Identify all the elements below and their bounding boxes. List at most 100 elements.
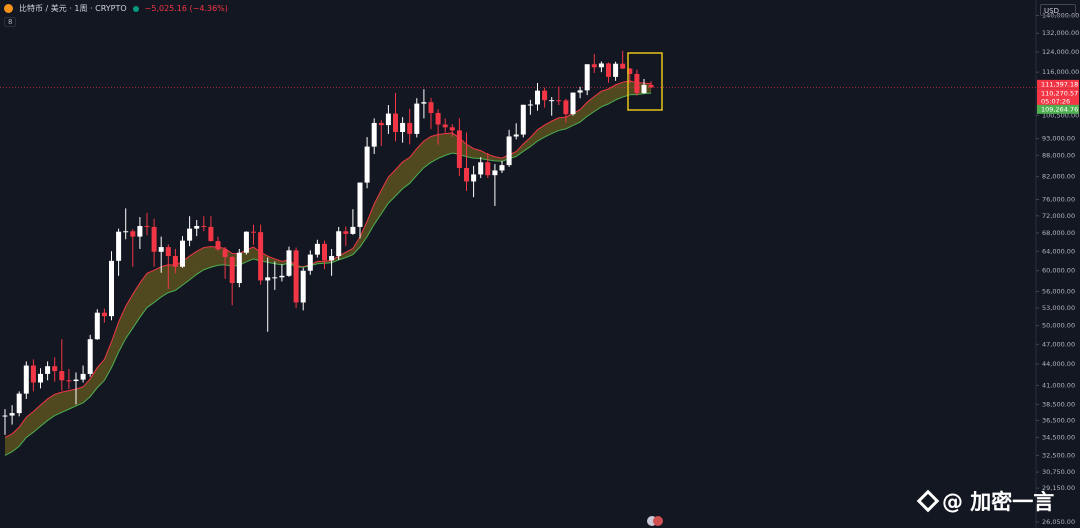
candle-body — [144, 226, 150, 228]
candle-body — [229, 256, 235, 284]
candle-body — [101, 312, 107, 317]
candle-body — [130, 231, 136, 237]
candle-body — [87, 339, 93, 374]
candle-body — [456, 130, 462, 168]
y-tick-label: 34,500.00 — [1042, 433, 1075, 441]
candle-body — [272, 277, 278, 279]
candle-body — [251, 231, 256, 233]
y-tick-label: 76,000.00 — [1042, 196, 1075, 204]
candle-body — [73, 379, 79, 382]
candle-body — [307, 254, 313, 271]
candle-body — [9, 413, 15, 416]
candle-body — [165, 247, 171, 257]
candle-body — [187, 228, 193, 241]
candle-body — [393, 113, 398, 132]
candle-body — [201, 226, 207, 228]
candle-body — [485, 162, 491, 176]
candle-body — [16, 393, 22, 414]
y-tick-label: 50,000.00 — [1042, 322, 1075, 330]
price-label-text: 109,264.76 — [1041, 105, 1078, 113]
candle-body — [265, 277, 271, 281]
y-tick-label: 132,000.00 — [1042, 29, 1079, 37]
candle-body — [641, 84, 647, 94]
candle-body — [542, 90, 548, 101]
candle-body — [584, 64, 590, 91]
y-tick-label: 72,000.00 — [1042, 212, 1075, 220]
candle-body — [236, 252, 242, 284]
candle-body — [158, 247, 164, 252]
price-label-bg — [1037, 88, 1079, 106]
candle-body — [449, 127, 455, 131]
candle-body — [80, 373, 86, 380]
candle-body — [385, 113, 391, 126]
candle-body — [38, 373, 43, 383]
countdown: 05:07:26 — [1041, 97, 1070, 105]
y-tick-label: 29,150.00 — [1042, 484, 1075, 492]
candle-body — [116, 231, 122, 261]
candle-body — [556, 100, 562, 102]
indicator-toggle[interactable]: 8 — [4, 17, 17, 27]
currency: USD — [1044, 7, 1059, 15]
candle-body — [180, 240, 185, 267]
candle-body — [513, 134, 519, 137]
candle-body — [478, 162, 484, 175]
y-tick-label: 64,000.00 — [1042, 247, 1075, 255]
candle-body — [23, 365, 29, 394]
candle-body — [499, 165, 505, 171]
candle-body — [322, 243, 327, 261]
candle-body — [506, 136, 512, 166]
candle-body — [45, 366, 51, 374]
candle-body — [329, 256, 335, 261]
candle-body — [570, 92, 576, 115]
candle-body — [52, 366, 58, 372]
candle-body — [407, 122, 413, 134]
y-tick-label: 53,000.00 — [1042, 304, 1075, 312]
indicator-count: 8 — [8, 18, 13, 26]
candle-body — [464, 167, 469, 182]
candle-body — [109, 260, 114, 317]
highlight-box — [627, 52, 663, 111]
candle-body — [258, 232, 264, 281]
y-tick-label: 88,000.00 — [1042, 151, 1075, 159]
candle-body — [435, 112, 441, 125]
price-label-text: 111,397.18 — [1041, 80, 1078, 88]
candle-body — [336, 231, 342, 257]
candle-body — [606, 63, 611, 77]
y-tick-label: 68,000.00 — [1042, 229, 1075, 237]
y-tick-label: 30,750.00 — [1042, 468, 1075, 476]
candle-body — [357, 182, 363, 227]
y-tick-label: 32,500.00 — [1042, 451, 1075, 459]
candle-body — [2, 415, 8, 417]
candle-body — [627, 68, 633, 74]
candle-body — [378, 122, 384, 126]
currency-select[interactable]: USD — [1040, 4, 1076, 16]
candle-body — [59, 371, 65, 381]
candle-body — [172, 256, 178, 267]
candle-body — [222, 249, 228, 257]
coin-icon — [4, 4, 13, 13]
candle-body — [471, 174, 477, 182]
symbol-title[interactable]: 比特币 / 美元 · 1周 · CRYPTO — [19, 4, 127, 13]
candle-body — [492, 170, 498, 176]
ema-line — [4, 92, 652, 456]
y-tick-label: 41,000.00 — [1042, 381, 1075, 389]
candle-body — [151, 226, 157, 252]
candle-body — [94, 312, 100, 340]
watermark: @ 加密一言 — [916, 486, 1054, 516]
candle-body — [66, 380, 72, 382]
candle-body — [279, 275, 285, 278]
candle-body — [215, 241, 221, 250]
y-tick-label: 36,500.00 — [1042, 416, 1075, 424]
candle-body — [414, 103, 420, 134]
candle-body — [137, 226, 143, 237]
candle-body — [123, 231, 129, 233]
candle-body — [343, 231, 349, 234]
y-tick-label: 38,500.00 — [1042, 400, 1075, 408]
candle-body — [442, 124, 448, 128]
candle-body — [591, 64, 597, 68]
candle-body — [30, 365, 36, 383]
candle-body — [549, 100, 555, 102]
